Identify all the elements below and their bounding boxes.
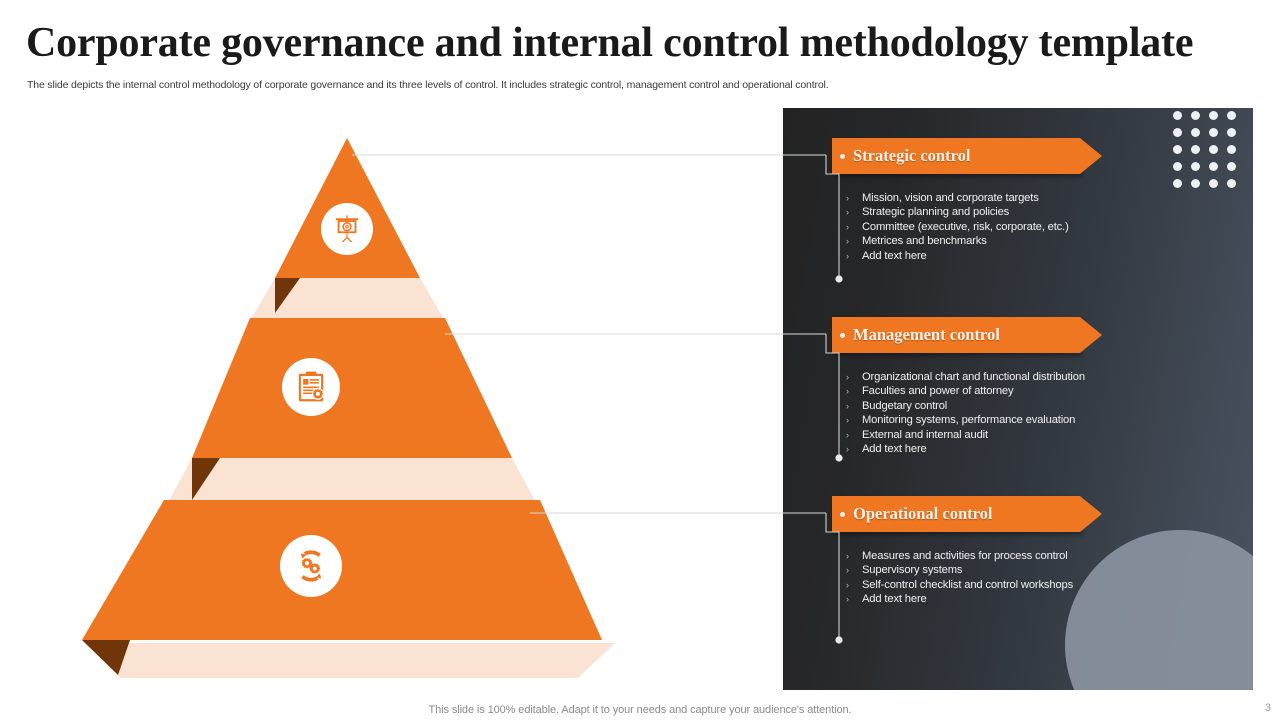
- banner-bullet-dot: [840, 511, 845, 517]
- list-item: › Faculties and power of attorney: [846, 384, 1232, 398]
- page-number: 3: [1264, 702, 1271, 714]
- pyramid-level-management[interactable]: [192, 318, 512, 458]
- list-item-label: Faculties and power of attorney: [862, 385, 1014, 398]
- list-item: › External and internal audit: [846, 428, 1232, 442]
- chevron-right-icon: ›: [846, 207, 849, 218]
- pyramid-shadow-slab-top: [250, 278, 445, 321]
- banner-bullet-dot: [840, 332, 845, 338]
- chevron-right-icon: ›: [846, 565, 849, 576]
- list-item-label[interactable]: Add text here: [862, 593, 927, 606]
- list-item: › Budgetary control: [846, 399, 1232, 413]
- list-item-label: Budgetary control: [862, 399, 948, 412]
- chevron-right-icon: ›: [846, 415, 849, 426]
- list-item: › Self-control checklist and control work…: [846, 578, 1232, 592]
- section-item-list: › Organizational chart and functional dis…: [846, 370, 1232, 456]
- presentation-target-icon: [321, 203, 373, 255]
- section-item-list: › Measures and activities for process con…: [846, 549, 1232, 607]
- list-item: › Add text here: [846, 442, 1232, 456]
- list-item-label: Organizational chart and functional dist…: [862, 371, 1085, 383]
- pyramid-fold-bottom: [82, 640, 130, 675]
- list-item-label: Strategic planning and policies: [862, 206, 1010, 219]
- page-title: Corporate governance and internal contro…: [26, 20, 1194, 66]
- list-item-label: Monitoring systems, performance evaluati…: [862, 414, 1076, 427]
- list-item: › Metrices and benchmarks: [846, 234, 1232, 248]
- list-item: › Measures and activities for process con…: [846, 549, 1232, 563]
- section-item-list: › Mission, vision and corporate targets ›…: [846, 191, 1232, 263]
- chevron-right-icon: ›: [846, 193, 849, 203]
- chevron-right-icon: ›: [846, 372, 849, 382]
- section-management-control: Management control › Organizational chart…: [832, 317, 1232, 456]
- list-item: › Supervisory systems: [846, 563, 1232, 577]
- gears-cycle-icon: [280, 535, 342, 597]
- footer-note: This slide is 100% editable. Adapt it to…: [428, 704, 852, 716]
- list-item-label: External and internal audit: [862, 428, 988, 441]
- list-item: › Monitoring systems, performance evaluat…: [846, 413, 1232, 427]
- list-item: › Strategic planning and policies: [846, 205, 1232, 219]
- list-item: › Committee (executive, risk, corporate, …: [846, 220, 1232, 234]
- chevron-right-icon: ›: [846, 236, 849, 247]
- pyramid-shadow-slab-middle: [164, 458, 540, 510]
- pyramid-diagram: [60, 128, 640, 678]
- chevron-right-icon: ›: [846, 221, 849, 232]
- section-strategic-control: Strategic control › Mission, vision and c…: [832, 138, 1232, 263]
- section-banner-operational[interactable]: Operational control: [832, 496, 1102, 532]
- chevron-right-icon: ›: [846, 429, 849, 440]
- list-item: › Add text here: [846, 249, 1232, 263]
- pyramid-shadow-slab-bottom: [90, 643, 615, 678]
- section-banner-strategic[interactable]: Strategic control: [832, 138, 1102, 174]
- page-subtitle: The slide depicts the internal control m…: [27, 79, 829, 91]
- chevron-right-icon: ›: [846, 594, 849, 605]
- section-operational-control: Operational control › Measures and activi…: [832, 496, 1232, 607]
- chevron-right-icon: ›: [846, 551, 849, 561]
- dot-grid-decoration: [1173, 111, 1245, 196]
- section-title: Strategic control: [853, 146, 971, 165]
- section-title: Management control: [853, 325, 1000, 344]
- list-item-label: Measures and activities for process cont…: [862, 550, 1068, 562]
- chevron-right-icon: ›: [846, 250, 849, 261]
- list-item: › Organizational chart and functional dis…: [846, 370, 1232, 384]
- section-title: Operational control: [853, 504, 993, 523]
- chevron-right-icon: ›: [846, 579, 849, 590]
- list-item-label[interactable]: Add text here: [862, 249, 927, 262]
- pyramid-level-operational[interactable]: [82, 500, 602, 640]
- pyramid-fold-top: [275, 278, 300, 313]
- pyramid-svg: [82, 138, 615, 678]
- chevron-right-icon: ›: [846, 386, 849, 397]
- list-item-label: Self-control checklist and control works…: [862, 578, 1074, 591]
- pyramid-fold-middle: [192, 458, 220, 500]
- banner-bullet-dot: [840, 153, 845, 159]
- clipboard-gear-icon: [282, 358, 340, 416]
- list-item: › Add text here: [846, 592, 1232, 606]
- list-item-label: Supervisory systems: [862, 564, 963, 577]
- list-item-label: Mission, vision and corporate targets: [862, 192, 1039, 204]
- chevron-right-icon: ›: [846, 444, 849, 455]
- section-banner-management[interactable]: Management control: [832, 317, 1102, 353]
- list-item: › Mission, vision and corporate targets: [846, 191, 1232, 205]
- content-panel: Strategic control › Mission, vision and c…: [783, 108, 1253, 690]
- list-item-label: Metrices and benchmarks: [862, 235, 987, 248]
- list-item-label[interactable]: Add text here: [862, 443, 927, 456]
- chevron-right-icon: ›: [846, 400, 849, 411]
- list-item-label: Committee (executive, risk, corporate, e…: [862, 220, 1069, 233]
